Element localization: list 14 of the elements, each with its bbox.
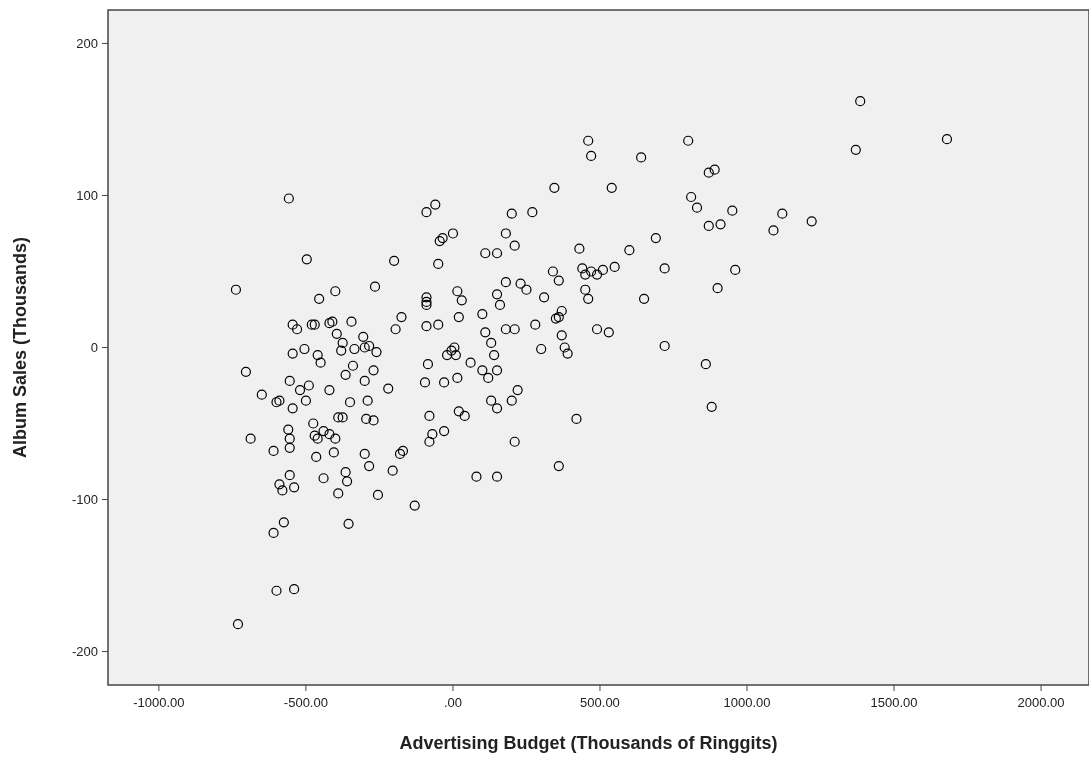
- x-tick-label: .00: [443, 695, 462, 710]
- x-tick-label: 2000.00: [1017, 695, 1065, 710]
- y-tick-label: -200: [71, 644, 98, 660]
- y-tick-label: 200: [76, 35, 98, 51]
- y-tick-label: 100: [76, 187, 98, 203]
- x-axis-title: Advertising Budget (Thousands of Ringgits): [399, 733, 778, 753]
- x-tick-label: -1000.00: [133, 695, 185, 710]
- y-tick-label: -100: [71, 492, 98, 508]
- x-tick-label: 500.00: [580, 695, 620, 710]
- x-tick-label: 1500.00: [870, 695, 918, 710]
- y-axis-title: Album Sales (Thousands): [10, 236, 30, 459]
- x-tick-label: 1000.00: [723, 695, 771, 710]
- y-tick-label: 0: [90, 340, 98, 355]
- x-tick-label: -500.00: [283, 695, 328, 710]
